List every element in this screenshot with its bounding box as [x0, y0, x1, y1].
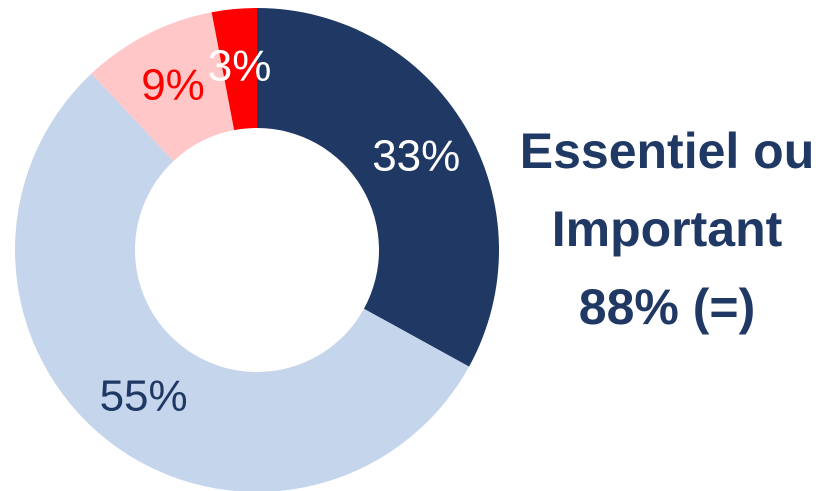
summary-line-3: 88% (=): [578, 279, 756, 335]
summary-callout: Essentiel ou Important 88% (=): [500, 112, 834, 346]
donut-slice-3: [91, 12, 235, 162]
slice-label-3: 9%: [141, 61, 205, 110]
donut-labels: 33% 55% 9% 3%: [100, 41, 461, 420]
slice-label-2: 55%: [100, 372, 188, 421]
donut-slice-1: [257, 8, 499, 367]
slice-label-4: 3%: [208, 41, 272, 90]
donut-slice-4: [211, 8, 257, 131]
summary-line-2: Important: [551, 201, 783, 257]
donut-slices: [15, 8, 499, 491]
donut-slice-2: [15, 73, 470, 491]
slice-label-1: 33%: [372, 131, 460, 180]
summary-line-1: Essentiel ou: [519, 123, 815, 179]
